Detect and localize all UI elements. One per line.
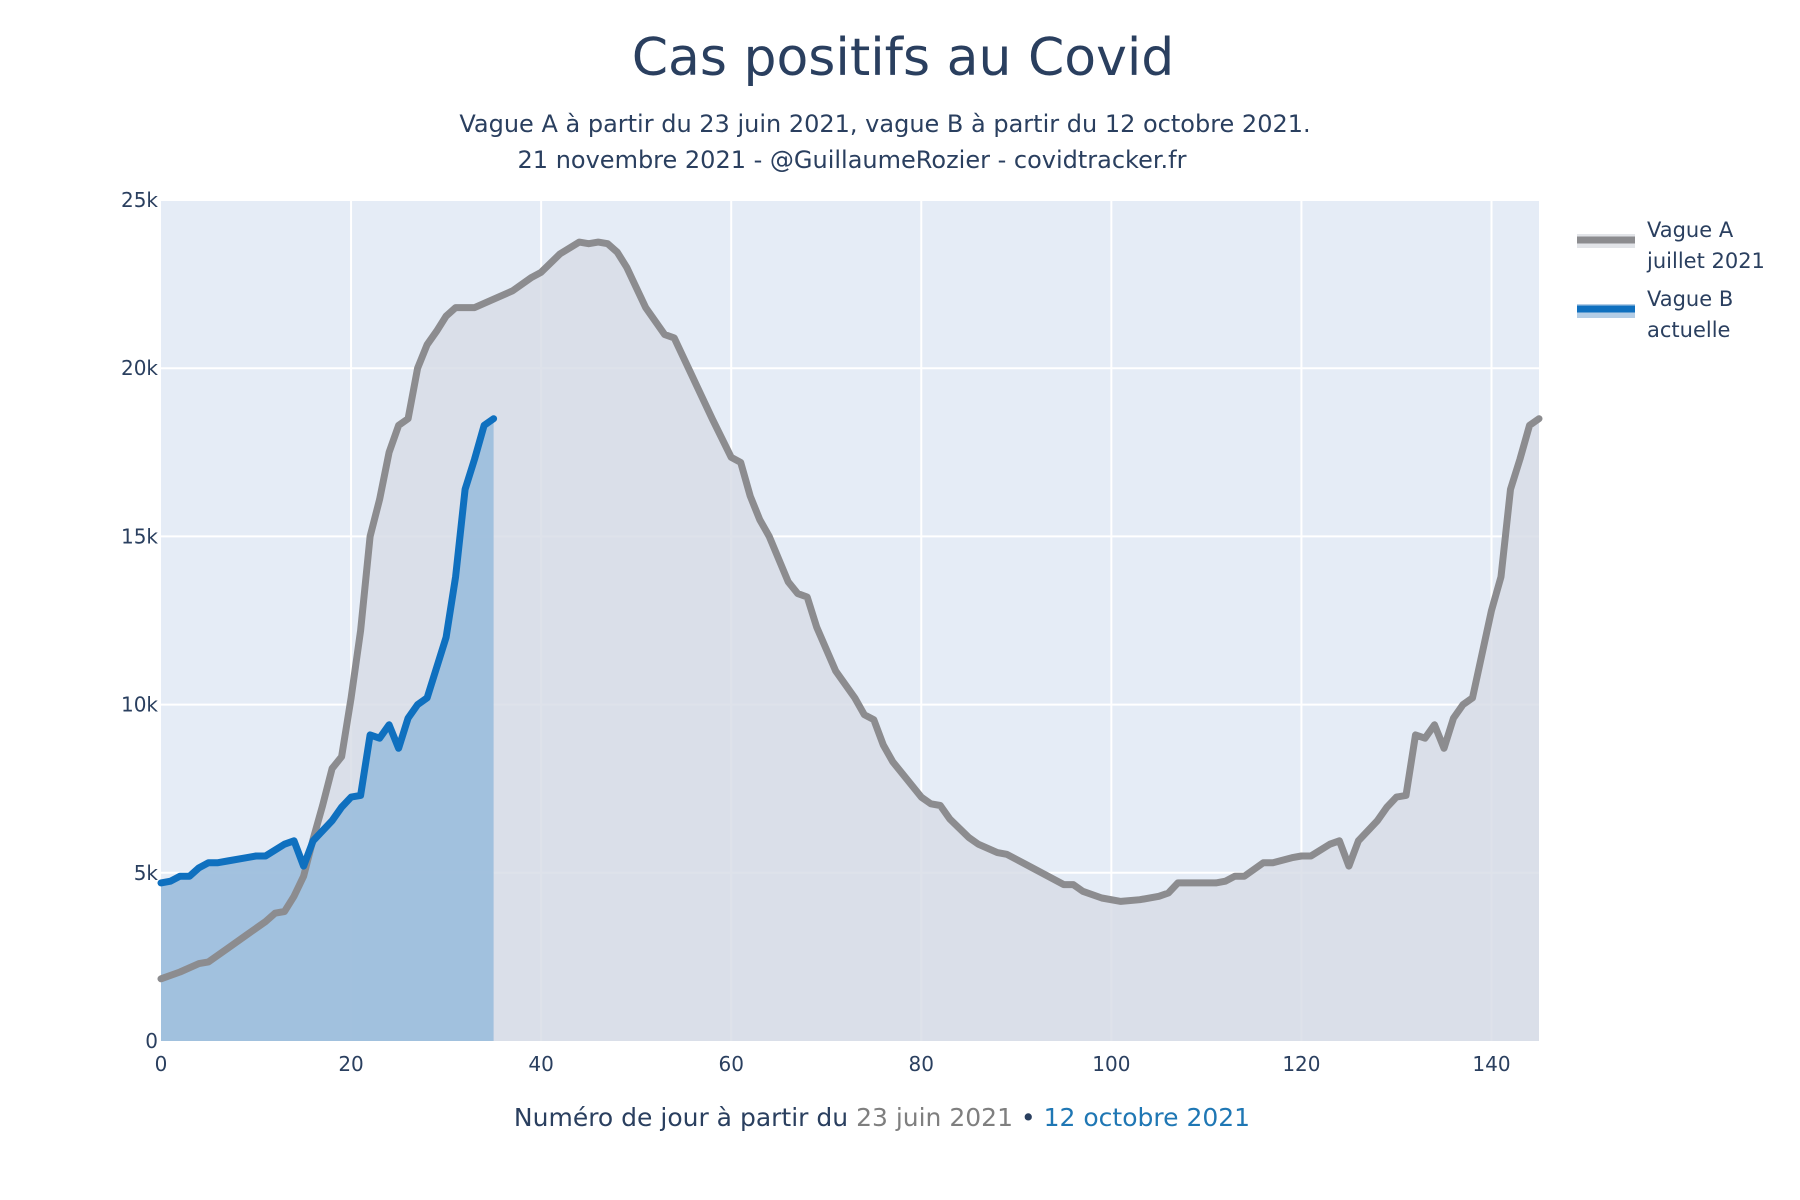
series-line-vague-a: [157, 238, 1543, 983]
x-tick-label: 60: [718, 1052, 743, 1076]
x-tick-label: 20: [338, 1052, 363, 1076]
chart-title: Cas positifs au Covid: [632, 28, 1175, 88]
x-tick-label: 100: [1092, 1052, 1130, 1076]
series-fill-vague-a: [161, 242, 1539, 1042]
x-axis-label-separator: •: [1013, 1103, 1044, 1132]
legend-label-vague-a-line-2: juillet 2021: [1646, 249, 1765, 273]
legend-label-vague-b-line-1: Vague B: [1647, 287, 1733, 311]
x-tick-label: 40: [528, 1052, 553, 1076]
x-tick-label: 80: [909, 1052, 934, 1076]
legend-item-vague-b[interactable]: Vague B actuelle: [1577, 287, 1733, 342]
series-line-vague-b: [157, 415, 498, 887]
x-ticks: 0 20 40 60 80 100 120 140: [155, 1052, 1511, 1076]
y-tick-label: 10k: [121, 693, 158, 717]
legend-item-vague-a[interactable]: Vague A juillet 2021: [1577, 218, 1765, 273]
x-tick-label: 120: [1282, 1052, 1320, 1076]
chart-subtitle-line-2: 21 novembre 2021 - @GuillaumeRozier - co…: [518, 146, 1187, 174]
y-tick-label: 0: [145, 1029, 158, 1053]
series-fills: [161, 242, 1539, 1042]
legend-label-vague-b-line-2: actuelle: [1647, 318, 1730, 342]
y-tick-label: 5k: [134, 861, 159, 885]
chart-subtitle-line-1: Vague A à partir du 23 juin 2021, vague …: [459, 110, 1310, 138]
y-tick-label: 20k: [121, 356, 158, 380]
x-axis-label-date-a: 23 juin 2021: [856, 1103, 1013, 1132]
x-axis-label-prefix: Numéro de jour à partir du: [514, 1103, 856, 1132]
x-tick-label: 140: [1472, 1052, 1510, 1076]
y-ticks: 0 5k 10k 15k 20k 25k: [121, 188, 158, 1053]
series-lines: [157, 238, 1543, 983]
x-axis-label: Numéro de jour à partir du 23 juin 2021 …: [514, 1103, 1250, 1132]
x-axis-label-date-b: 12 octobre 2021: [1044, 1103, 1250, 1132]
series-fill-vague-b: [161, 418, 494, 1041]
legend[interactable]: Vague A juillet 2021 Vague B actuelle: [1577, 218, 1765, 342]
legend-label-vague-a-line-1: Vague A: [1647, 218, 1734, 242]
x-tick-label: 0: [155, 1052, 168, 1076]
y-tick-label: 25k: [121, 188, 158, 212]
y-tick-label: 15k: [121, 524, 158, 548]
